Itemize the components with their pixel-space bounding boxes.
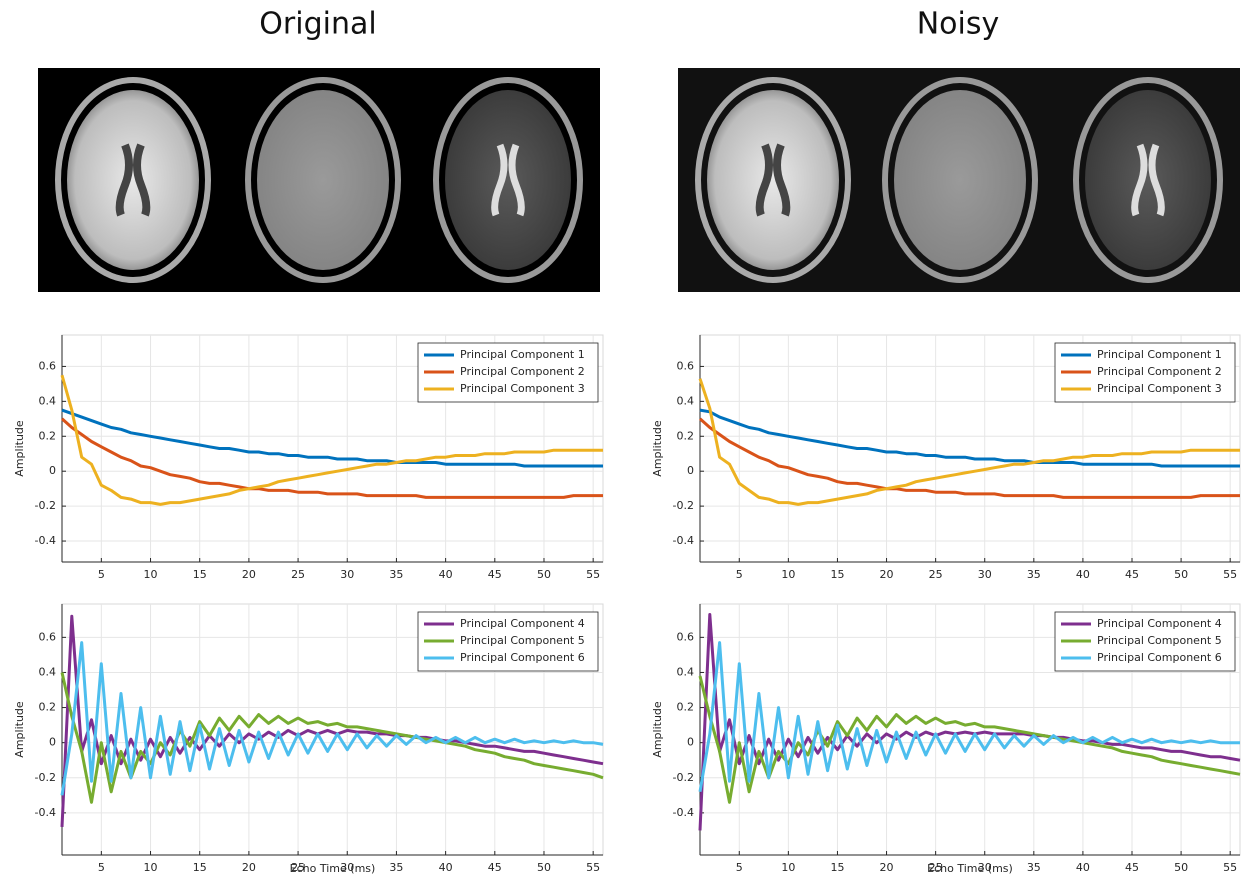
x-tick-label: 10 <box>781 861 795 874</box>
x-tick-label: 15 <box>193 568 207 581</box>
x-tick-label: 55 <box>1223 568 1237 581</box>
legend-label: Principal Component 4 <box>460 617 585 630</box>
x-tick-label: 5 <box>736 568 743 581</box>
y-tick-label: 0.6 <box>39 630 57 643</box>
column-title: Original <box>259 7 376 42</box>
x-tick-label: 50 <box>537 568 551 581</box>
x-tick-label: 40 <box>1076 568 1090 581</box>
x-tick-label: 35 <box>1027 568 1041 581</box>
x-tick-label: 50 <box>1174 568 1188 581</box>
y-tick-label: 0.6 <box>677 630 695 643</box>
y-tick-label: 0.2 <box>39 701 57 714</box>
legend-label: Principal Component 3 <box>1097 382 1222 395</box>
x-tick-label: 45 <box>1125 861 1139 874</box>
x-axis-label: Echo Time (ms) <box>290 862 376 875</box>
x-tick-label: 50 <box>537 861 551 874</box>
y-tick-label: 0 <box>49 736 56 749</box>
x-tick-label: 25 <box>291 568 305 581</box>
x-tick-label: 55 <box>1223 861 1237 874</box>
y-axis-label: Amplitude <box>13 701 26 758</box>
y-tick-label: -0.4 <box>35 806 56 819</box>
chart: 5 10 15 20 25 30 35 40 45 50 55 -0.4 -0.2 0 0.2 0.4 0.6 A… <box>13 335 603 581</box>
y-tick-label: 0 <box>687 736 694 749</box>
chart: 5 10 15 20 25 30 35 40 45 50 55 -0.4 -0.2 0 0.2 0.4 0.6 A… <box>651 335 1240 581</box>
x-tick-label: 35 <box>1027 861 1041 874</box>
legend-label: Principal Component 4 <box>1097 617 1222 630</box>
legend-label: Principal Component 2 <box>460 365 585 378</box>
y-tick-label: 0 <box>49 464 56 477</box>
x-tick-label: 40 <box>439 568 453 581</box>
y-tick-label: 0.4 <box>677 394 695 407</box>
x-tick-label: 5 <box>98 568 105 581</box>
legend-label: Principal Component 5 <box>460 634 585 647</box>
y-tick-label: -0.4 <box>35 534 56 547</box>
y-tick-label: 0.2 <box>677 429 695 442</box>
legend-label: Principal Component 6 <box>460 651 585 664</box>
x-tick-label: 40 <box>1076 861 1090 874</box>
y-tick-label: 0.2 <box>677 701 695 714</box>
y-tick-label: -0.2 <box>673 771 694 784</box>
y-tick-label: 0.6 <box>677 359 695 372</box>
y-tick-label: -0.4 <box>673 534 694 547</box>
y-axis-label: Amplitude <box>13 420 26 477</box>
x-tick-label: 50 <box>1174 861 1188 874</box>
image-panel <box>38 68 600 292</box>
y-tick-label: -0.4 <box>673 806 694 819</box>
y-tick-label: 0.6 <box>39 359 57 372</box>
y-tick-label: -0.2 <box>673 499 694 512</box>
x-tick-label: 20 <box>242 568 256 581</box>
figure: Original Noisy 510152025303540455055-0.4… <box>0 0 1244 879</box>
x-tick-label: 30 <box>340 568 354 581</box>
y-tick-label: 0.4 <box>677 665 695 678</box>
x-tick-label: 25 <box>929 568 943 581</box>
x-tick-label: 55 <box>586 861 600 874</box>
legend-label: Principal Component 6 <box>1097 651 1222 664</box>
x-tick-label: 45 <box>488 568 502 581</box>
x-axis-label: Echo Time (ms) <box>927 862 1013 875</box>
y-axis-label: Amplitude <box>651 420 664 477</box>
x-tick-label: 20 <box>242 861 256 874</box>
x-tick-label: 35 <box>389 568 403 581</box>
x-tick-label: 20 <box>880 568 894 581</box>
x-tick-label: 30 <box>978 568 992 581</box>
x-tick-label: 15 <box>193 861 207 874</box>
x-tick-label: 15 <box>830 861 844 874</box>
y-tick-label: 0 <box>687 464 694 477</box>
column-title: Noisy <box>917 7 1000 42</box>
y-tick-label: 0.2 <box>39 429 57 442</box>
x-tick-label: 10 <box>781 568 795 581</box>
y-tick-label: -0.2 <box>35 771 56 784</box>
y-tick-label: -0.2 <box>35 499 56 512</box>
image-panel <box>678 68 1240 292</box>
x-tick-label: 10 <box>144 568 158 581</box>
legend-label: Principal Component 5 <box>1097 634 1222 647</box>
y-tick-label: 0.4 <box>39 665 57 678</box>
legend-label: Principal Component 3 <box>460 382 585 395</box>
x-tick-label: 45 <box>1125 568 1139 581</box>
x-tick-label: 15 <box>830 568 844 581</box>
x-tick-label: 5 <box>98 861 105 874</box>
legend-label: Principal Component 1 <box>1097 348 1222 361</box>
x-tick-label: 40 <box>439 861 453 874</box>
x-tick-label: 55 <box>586 568 600 581</box>
y-tick-label: 0.4 <box>39 394 57 407</box>
y-axis-label: Amplitude <box>651 701 664 758</box>
legend-label: Principal Component 2 <box>1097 365 1222 378</box>
x-tick-label: 35 <box>389 861 403 874</box>
x-tick-label: 5 <box>736 861 743 874</box>
x-tick-label: 45 <box>488 861 502 874</box>
legend-label: Principal Component 1 <box>460 348 585 361</box>
x-tick-label: 20 <box>880 861 894 874</box>
x-tick-label: 10 <box>144 861 158 874</box>
